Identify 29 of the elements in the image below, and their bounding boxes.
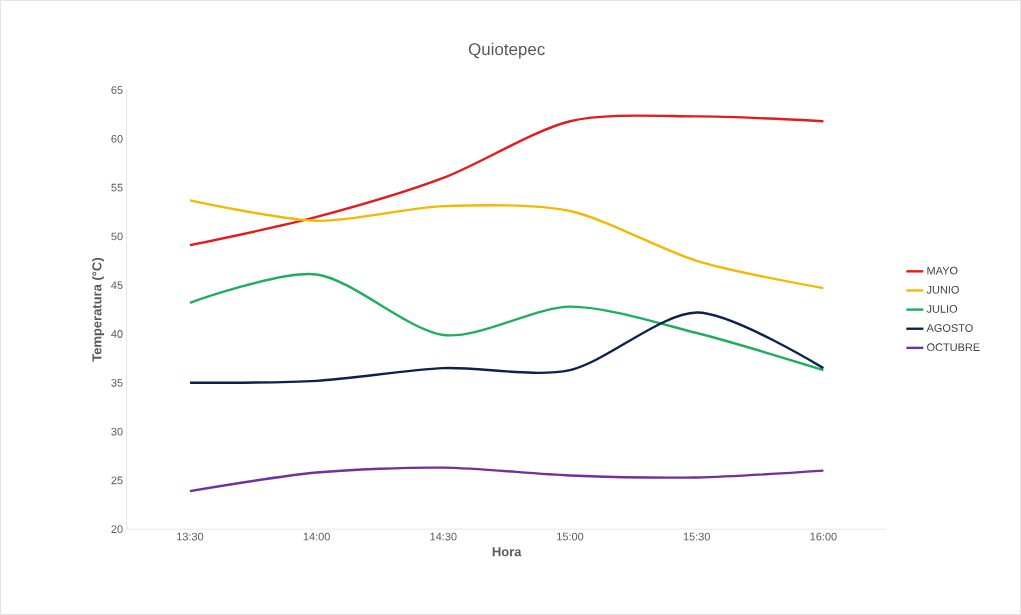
legend-label: OCTUBRE [927,343,980,352]
x-axis-title: Hora [492,547,522,557]
y-tick-label: 30 [111,427,123,436]
y-tick-label: 65 [111,86,123,94]
x-tick-label: 15:00 [557,532,584,541]
line-series [188,466,825,493]
x-tick-label: 15:30 [683,532,710,541]
y-axis-title: Temperatura (°C) [91,258,105,362]
line-series [188,273,825,372]
y-tick-label: 20 [111,525,123,534]
x-tick-label: 13:30 [177,532,204,541]
x-tick-label: 16:00 [810,532,837,541]
line-series [188,199,825,290]
legend-label: JUNIO [926,285,959,294]
y-tick-label: 45 [111,281,123,290]
y-tick-label: 25 [111,476,123,485]
legend-label: MAYO [927,266,958,275]
y-tick-label: 35 [111,378,123,387]
legend-label: AGOSTO [926,324,973,332]
x-tick-label: 14:00 [303,532,330,541]
line-series [188,114,825,247]
y-tick-label: 50 [111,232,123,241]
y-tick-label: 60 [111,135,123,143]
y-tick-label: 40 [111,330,123,338]
chart-title: Quiotepec [468,42,545,59]
x-tick-label: 14:30 [430,532,457,541]
line-series [188,311,825,385]
y-tick-label: 55 [111,183,123,192]
legend-label: JULIO [926,305,958,313]
